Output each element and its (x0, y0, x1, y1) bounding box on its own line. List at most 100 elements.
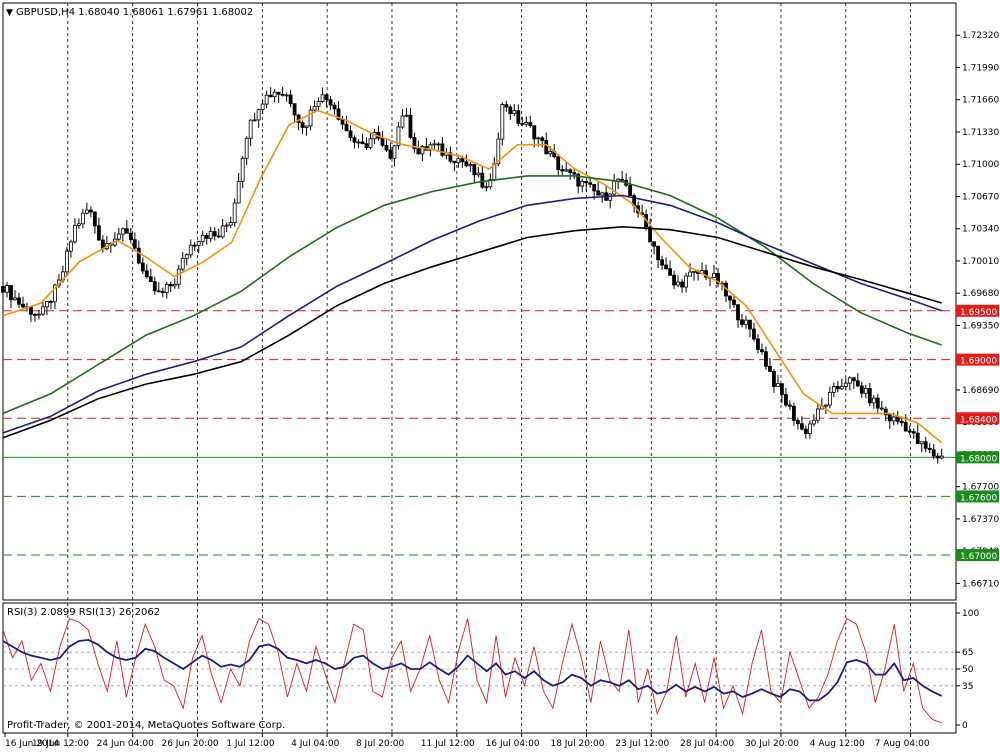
level-label-bg (956, 490, 999, 503)
candle-body (436, 143, 441, 146)
candle-body (260, 103, 265, 110)
candle-body (760, 349, 764, 353)
time-tick-label: 28 Jul 04:00 (680, 739, 734, 749)
candle-body (839, 386, 844, 390)
series-line-ma_slow (2, 225, 942, 439)
candle-body (540, 137, 545, 141)
candle-body (448, 152, 453, 162)
candle-body (29, 306, 33, 315)
candle-body (388, 149, 393, 159)
price-tick-label: 1.66710 (962, 579, 999, 589)
candle-body (45, 301, 49, 308)
candle-body (92, 211, 97, 227)
candle-body (428, 144, 433, 151)
time-gridlines (67, 3, 912, 733)
candle-body (380, 137, 385, 146)
candle-body (280, 93, 285, 96)
price-tick-label: 1.68690 (962, 386, 999, 396)
candle-body (887, 414, 892, 422)
candle-body (736, 304, 740, 321)
horizontal-levels (3, 310, 956, 556)
price-tick-label: 1.71000 (962, 160, 999, 170)
candle-body (328, 99, 333, 106)
rsi-tick-label: 0 (962, 721, 968, 731)
time-tick-label: 16 Jun 2014 (5, 739, 59, 749)
candle-body (320, 94, 325, 102)
rsi-tick-label: 50 (962, 665, 974, 675)
rsi-tick-label: 35 (962, 682, 973, 692)
candle-body (228, 222, 233, 226)
candle-body (831, 386, 836, 393)
candle-body (440, 143, 445, 156)
candle-body (488, 179, 493, 188)
chart-menu-icon[interactable]: ▼ (6, 8, 13, 18)
candle-body (516, 110, 521, 124)
candle-body (408, 114, 413, 138)
candle-body (827, 391, 832, 406)
series-line-ma_fast (2, 109, 943, 444)
candle-body (256, 109, 261, 121)
price-tick-label: 1.70340 (962, 225, 999, 235)
candle-body (620, 178, 625, 181)
candle-body (420, 146, 425, 155)
candle-body (264, 94, 269, 105)
chart-symbol-header: GBPUSD,H4 1.68040 1.68061 1.67961 1.6800… (16, 7, 253, 18)
candle-body (192, 244, 197, 247)
candle-body (37, 313, 41, 316)
candle-body (172, 283, 177, 287)
time-tick-label: 26 Jun 20:00 (161, 739, 218, 749)
moving-averages (2, 109, 943, 444)
candle-body (208, 231, 213, 239)
candle-body (232, 202, 237, 223)
candle-body (200, 234, 205, 243)
candle-body (544, 140, 549, 155)
candle-body (915, 432, 920, 445)
candle-body (548, 151, 553, 155)
candle-body (576, 173, 581, 187)
candle-body (480, 172, 485, 188)
candle-body (899, 421, 904, 423)
candle-body (484, 186, 489, 189)
candle-body (728, 295, 732, 301)
candle-body (508, 106, 513, 115)
candle-body (96, 225, 101, 241)
candle-body (588, 182, 593, 185)
candle-body (815, 408, 820, 421)
time-tick-label: 1 Jul 12:00 (226, 739, 275, 749)
candle-body (356, 141, 361, 144)
candle-body (88, 209, 93, 213)
time-tick-label: 11 Jul 12:00 (421, 739, 475, 749)
candle-body (536, 137, 541, 140)
candle-body (136, 247, 141, 264)
candle-body (276, 91, 281, 95)
candle-body (528, 122, 533, 127)
candle-body (272, 91, 277, 98)
price-tick-label: 1.69680 (962, 289, 999, 299)
candle-body (712, 272, 716, 278)
candle-body (676, 281, 680, 286)
candle-body (911, 431, 916, 434)
candle-body (404, 114, 409, 117)
candle-body (148, 276, 153, 282)
candle-body (680, 281, 684, 288)
candle-body (803, 428, 808, 434)
candle-body (316, 101, 321, 107)
rsi-indicator-header: RSI(3) 2.0899 RSI(13) 26.2062 (7, 607, 160, 618)
rsi-plot-frame (2, 602, 957, 734)
candle-body (452, 160, 457, 164)
series-line-ma_mid_green (2, 175, 942, 415)
candle-body (292, 103, 297, 116)
candle-body (524, 122, 529, 125)
price-tick-label: 1.67700 (962, 483, 999, 493)
candle-body (300, 122, 305, 128)
candle-body (204, 234, 209, 239)
candle-body (65, 250, 69, 273)
candle-body (568, 169, 573, 173)
candle-body (692, 270, 696, 273)
candle-body (140, 262, 145, 272)
time-tick-label: 8 Jul 20:00 (356, 739, 405, 749)
candle-body (772, 370, 776, 387)
candle-body (476, 172, 481, 176)
